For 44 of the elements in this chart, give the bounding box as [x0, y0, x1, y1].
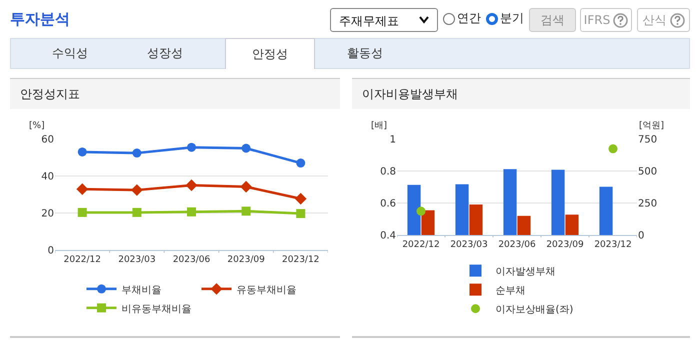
y-axis-title: [%] [29, 121, 45, 131]
y-tick-label: 0.8 [380, 166, 396, 178]
y-axis-title: [배] [371, 121, 388, 131]
text: IFRS [584, 13, 610, 27]
y-tick-label: 1 [390, 134, 396, 146]
text: 검색 [529, 8, 576, 32]
y-tick-label: 20 [41, 208, 54, 220]
x-tick-label: 2023/09 [227, 254, 266, 265]
y-tick-label: 0.4 [380, 230, 396, 242]
text: 안정성 [225, 38, 315, 69]
x-tick-label: 2023/06 [498, 240, 536, 250]
legend-label: 이자보상배율(좌) [496, 304, 574, 316]
legend-label: 부채비율 [122, 284, 162, 296]
x-tick-label: 2023/12 [594, 240, 632, 250]
y2-axis-title: [억원] [639, 121, 664, 131]
chart-title: 이자비용발생부채 [352, 79, 690, 109]
y2-tick-label: 0 [638, 230, 644, 242]
y2-tick-label: 250 [638, 198, 658, 210]
x-tick-label: 2023/03 [450, 240, 488, 250]
x-tick-label: 2023/12 [282, 254, 320, 265]
text: 활동성 [346, 45, 384, 62]
y-tick-label: 0 [48, 246, 54, 256]
text: 투자분석 [10, 10, 70, 29]
legend-label: 유동부채비율 [236, 284, 296, 296]
y2-tick-label: 750 [638, 134, 658, 146]
chart-title: 안정성지표 [10, 79, 340, 109]
text: 분기 [500, 10, 524, 27]
x-tick-label: 2022/12 [402, 240, 440, 250]
legend-label: 이자발생부채 [496, 266, 556, 278]
y-tick-label: 0.6 [380, 198, 396, 210]
text: 주재무제표 [330, 8, 438, 32]
text: 산식 [642, 12, 666, 28]
x-tick-label: 2023/09 [546, 240, 584, 250]
text: 성장성 [146, 45, 184, 62]
y-tick-label: 60 [41, 134, 54, 146]
y-tick-label: 40 [41, 172, 54, 182]
text: 수익성 [51, 45, 89, 62]
legend-label: 비유동부채비율 [122, 304, 192, 315]
x-tick-label: 2023/06 [172, 254, 210, 265]
x-tick-label: 2023/03 [118, 254, 156, 265]
text: 연간 [457, 10, 481, 27]
legend-label: 순부채 [496, 286, 526, 297]
x-tick-label: 2022/12 [64, 254, 101, 265]
y2-tick-label: 500 [638, 166, 658, 178]
